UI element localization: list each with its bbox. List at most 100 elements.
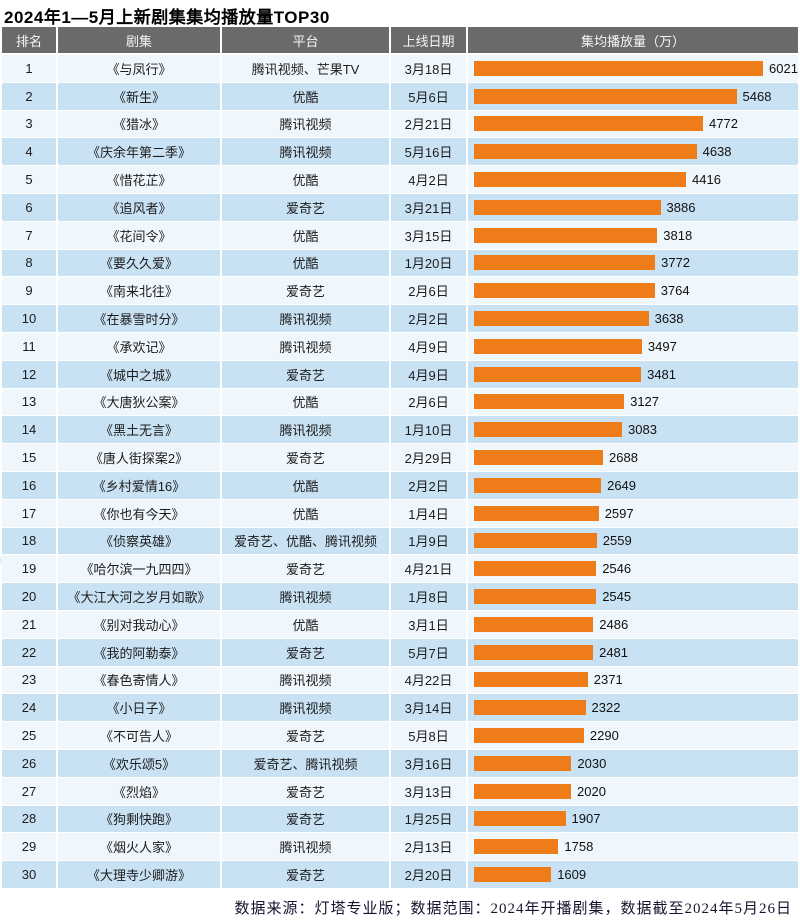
table-row: 7 《花间令》 优酷 3月15日 3818 <box>2 221 798 250</box>
series-cell: 《唐人街探案2》 <box>58 444 220 471</box>
rank-cell: 14 <box>2 416 56 444</box>
table-row: 13 《大唐狄公案》 优酷 2月6日 3127 <box>2 388 798 417</box>
series-cell: 《承欢记》 <box>58 332 220 360</box>
platform-cell: 优酷 <box>222 388 389 416</box>
rank-cell: 23 <box>2 666 56 694</box>
rank-cell: 1 <box>2 55 56 82</box>
views-bar <box>474 283 655 299</box>
table-row: 29 《烟火人家》 腾讯视频 2月13日 1758 <box>2 833 798 862</box>
views-cell: 2597 <box>468 499 798 527</box>
table-row: 1 《与凤行》 腾讯视频、芒果TV 3月18日 6021 <box>2 55 798 83</box>
views-cell: 3638 <box>468 305 798 332</box>
platform-cell: 爱奇艺 <box>222 861 389 888</box>
views-bar <box>474 422 622 438</box>
views-value: 1758 <box>564 839 594 855</box>
rank-cell: 26 <box>2 749 56 777</box>
series-cell: 《猎冰》 <box>58 110 220 138</box>
date-cell: 4月9日 <box>391 332 466 360</box>
date-cell: 2月2日 <box>391 471 466 499</box>
date-cell: 1月9日 <box>391 527 466 555</box>
date-cell: 3月18日 <box>391 55 466 82</box>
views-bar <box>474 783 571 799</box>
header-date: 上线日期 <box>391 27 466 53</box>
views-cell: 3818 <box>468 221 798 249</box>
platform-cell: 腾讯视频 <box>222 833 389 861</box>
views-value: 2486 <box>599 616 629 632</box>
rank-cell: 21 <box>2 610 56 638</box>
table-row: 23 《春色寄情人》 腾讯视频 4月22日 2371 <box>2 666 798 695</box>
table-row: 20 《大江大河之岁月如歌》 腾讯视频 1月8日 2545 <box>2 583 798 611</box>
date-cell: 5月6日 <box>391 82 466 110</box>
table-row: 6 《追风者》 爱奇艺 3月21日 3886 <box>2 193 798 222</box>
views-cell: 2030 <box>468 749 798 777</box>
views-cell: 2290 <box>468 722 798 749</box>
platform-cell: 爱奇艺 <box>222 638 389 666</box>
platform-cell: 优酷 <box>222 471 389 499</box>
platform-cell: 腾讯视频、芒果TV <box>222 55 389 82</box>
views-bar <box>474 700 586 716</box>
views-cell: 3497 <box>468 332 798 360</box>
series-cell: 《追风者》 <box>58 193 220 221</box>
series-cell: 《小日子》 <box>58 694 220 722</box>
rank-cell: 17 <box>2 499 56 527</box>
views-cell: 2371 <box>468 666 798 694</box>
views-cell: 2486 <box>468 610 798 638</box>
series-cell: 《你也有今天》 <box>58 499 220 527</box>
rank-cell: 29 <box>2 833 56 861</box>
platform-cell: 爱奇艺 <box>222 777 389 805</box>
series-cell: 《花间令》 <box>58 221 220 249</box>
series-cell: 《庆余年第二季》 <box>58 138 220 166</box>
views-cell: 4638 <box>468 138 798 166</box>
views-cell: 4416 <box>468 166 798 193</box>
page-title: 2024年1—5月上新剧集集均播放量TOP30 <box>4 8 330 27</box>
platform-cell: 腾讯视频 <box>222 666 389 694</box>
platform-cell: 爱奇艺、优酷、腾讯视频 <box>222 527 389 555</box>
series-cell: 《哈尔滨一九四四》 <box>58 555 220 583</box>
rank-cell: 6 <box>2 193 56 221</box>
table-row: 30 《大理寺少卿游》 爱奇艺 2月20日 1609 <box>2 861 798 889</box>
views-cell: 3886 <box>468 193 798 221</box>
date-cell: 4月21日 <box>391 555 466 583</box>
date-cell: 5月7日 <box>391 638 466 666</box>
table-row: 18 《侦察英雄》 爱奇艺、优酷、腾讯视频 1月9日 2559 <box>2 527 798 556</box>
table-header-row: 排名 剧集 平台 上线日期 集均播放量（万） <box>2 27 798 55</box>
views-bar <box>474 533 597 549</box>
views-value: 2545 <box>602 589 632 605</box>
views-bar <box>474 338 642 354</box>
date-cell: 1月4日 <box>391 499 466 527</box>
date-cell: 2月6日 <box>391 388 466 416</box>
date-cell: 2月13日 <box>391 833 466 861</box>
series-cell: 《要久久爱》 <box>58 249 220 277</box>
date-cell: 3月15日 <box>391 221 466 249</box>
rank-cell: 27 <box>2 777 56 805</box>
views-cell: 3127 <box>468 388 798 416</box>
series-cell: 《狗剩快跑》 <box>58 805 220 833</box>
series-cell: 《惜花芷》 <box>58 166 220 193</box>
table-row: 14 《黑土无言》 腾讯视频 1月10日 3083 <box>2 416 798 445</box>
rank-cell: 15 <box>2 444 56 471</box>
views-value: 2649 <box>607 477 637 493</box>
views-bar <box>474 728 584 744</box>
views-bar <box>474 589 597 605</box>
views-value: 2290 <box>589 728 619 744</box>
views-bar <box>474 116 703 132</box>
date-cell: 2月2日 <box>391 305 466 332</box>
series-cell: 《我的阿勒泰》 <box>58 638 220 666</box>
table-row: 21 《别对我动心》 优酷 3月1日 2486 <box>2 610 798 639</box>
date-cell: 3月21日 <box>391 193 466 221</box>
views-cell: 1758 <box>468 833 798 861</box>
rank-cell: 19 <box>2 555 56 583</box>
date-cell: 3月14日 <box>391 694 466 722</box>
views-value: 3886 <box>666 199 696 215</box>
views-cell: 2559 <box>468 527 798 555</box>
views-bar <box>474 144 697 160</box>
views-cell: 3481 <box>468 360 798 388</box>
table-row: 12 《城中之城》 爱奇艺 4月9日 3481 <box>2 360 798 389</box>
table-row: 24 《小日子》 腾讯视频 3月14日 2322 <box>2 694 798 723</box>
views-bar <box>474 88 737 104</box>
platform-cell: 优酷 <box>222 499 389 527</box>
views-bar <box>474 505 599 521</box>
date-cell: 2月29日 <box>391 444 466 471</box>
views-value: 3764 <box>660 283 690 299</box>
